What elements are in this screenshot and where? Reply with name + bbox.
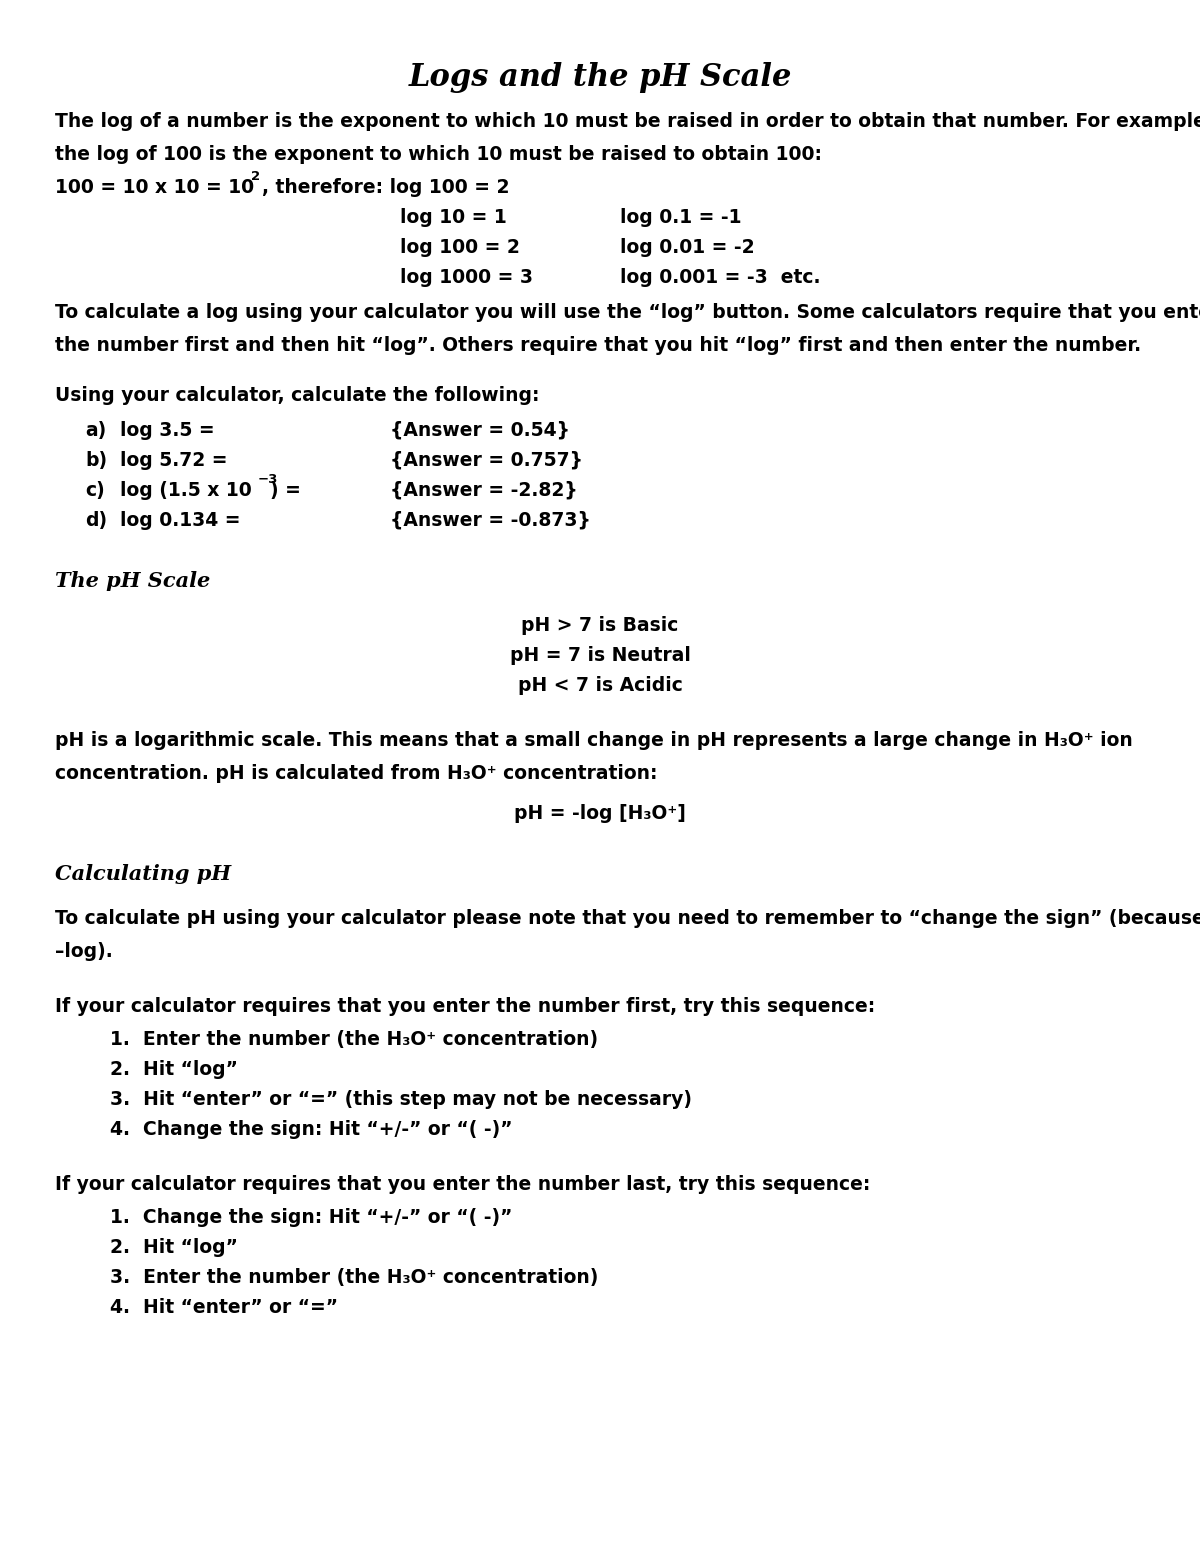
Text: The log of a number is the exponent to which 10 must be raised in order to obtai: The log of a number is the exponent to w… — [55, 112, 1200, 130]
Text: 100 = 10 x 10 = 10: 100 = 10 x 10 = 10 — [55, 179, 254, 197]
Text: Logs and the pH Scale: Logs and the pH Scale — [408, 62, 792, 93]
Text: –log).: –log). — [55, 943, 113, 961]
Text: d): d) — [85, 511, 107, 530]
Text: c): c) — [85, 481, 104, 500]
Text: concentration. pH is calculated from H₃O⁺ concentration:: concentration. pH is calculated from H₃O… — [55, 764, 658, 783]
Text: 1.  Enter the number (the H₃O⁺ concentration): 1. Enter the number (the H₃O⁺ concentrat… — [110, 1030, 598, 1048]
Text: a): a) — [85, 421, 107, 439]
Text: To calculate a log using your calculator you will use the “log” button. Some cal: To calculate a log using your calculator… — [55, 303, 1200, 321]
Text: Using your calculator, calculate the following:: Using your calculator, calculate the fol… — [55, 387, 540, 405]
Text: the number first and then hit “log”. Others require that you hit “log” first and: the number first and then hit “log”. Oth… — [55, 335, 1141, 356]
Text: 2: 2 — [251, 169, 260, 183]
Text: log 100 = 2: log 100 = 2 — [400, 238, 520, 256]
Text: the log of 100 is the exponent to which 10 must be raised to obtain 100:: the log of 100 is the exponent to which … — [55, 144, 822, 165]
Text: pH > 7 is Basic: pH > 7 is Basic — [521, 617, 679, 635]
Text: , therefore: log 100 = 2: , therefore: log 100 = 2 — [262, 179, 510, 197]
Text: log 3.5 =: log 3.5 = — [120, 421, 215, 439]
Text: {Answer = 0.757}: {Answer = 0.757} — [390, 450, 583, 471]
Text: If your calculator requires that you enter the number last, try this sequence:: If your calculator requires that you ent… — [55, 1176, 870, 1194]
Text: log 0.01 = -2: log 0.01 = -2 — [620, 238, 755, 256]
Text: Calculating pH: Calculating pH — [55, 863, 232, 884]
Text: 1.  Change the sign: Hit “+/-” or “( -)”: 1. Change the sign: Hit “+/-” or “( -)” — [110, 1208, 512, 1227]
Text: log 5.72 =: log 5.72 = — [120, 450, 228, 471]
Text: {Answer = -2.82}: {Answer = -2.82} — [390, 481, 577, 500]
Text: The pH Scale: The pH Scale — [55, 572, 210, 592]
Text: 4.  Change the sign: Hit “+/-” or “( -)”: 4. Change the sign: Hit “+/-” or “( -)” — [110, 1120, 512, 1138]
Text: pH < 7 is Acidic: pH < 7 is Acidic — [517, 676, 683, 696]
Text: log 0.134 =: log 0.134 = — [120, 511, 240, 530]
Text: log 0.001 = -3  etc.: log 0.001 = -3 etc. — [620, 269, 821, 287]
Text: pH = -log [H₃O⁺]: pH = -log [H₃O⁺] — [514, 804, 686, 823]
Text: 3.  Enter the number (the H₃O⁺ concentration): 3. Enter the number (the H₃O⁺ concentrat… — [110, 1267, 599, 1287]
Text: {Answer = -0.873}: {Answer = -0.873} — [390, 511, 590, 530]
Text: If your calculator requires that you enter the number first, try this sequence:: If your calculator requires that you ent… — [55, 997, 875, 1016]
Text: 3.  Hit “enter” or “=” (this step may not be necessary): 3. Hit “enter” or “=” (this step may not… — [110, 1090, 692, 1109]
Text: log 1000 = 3: log 1000 = 3 — [400, 269, 533, 287]
Text: To calculate pH using your calculator please note that you need to remember to “: To calculate pH using your calculator pl… — [55, 909, 1200, 929]
Text: 2.  Hit “log”: 2. Hit “log” — [110, 1238, 238, 1256]
Text: log 10 = 1: log 10 = 1 — [400, 208, 506, 227]
Text: 4.  Hit “enter” or “=”: 4. Hit “enter” or “=” — [110, 1298, 338, 1317]
Text: 2.  Hit “log”: 2. Hit “log” — [110, 1061, 238, 1079]
Text: log 0.1 = -1: log 0.1 = -1 — [620, 208, 742, 227]
Text: −3: −3 — [258, 474, 278, 486]
Text: log (1.5 x 10: log (1.5 x 10 — [120, 481, 252, 500]
Text: {Answer = 0.54}: {Answer = 0.54} — [390, 421, 570, 439]
Text: b): b) — [85, 450, 107, 471]
Text: pH = 7 is Neutral: pH = 7 is Neutral — [510, 646, 690, 665]
Text: ) =: ) = — [270, 481, 301, 500]
Text: pH is a logarithmic scale. This means that a small change in pH represents a lar: pH is a logarithmic scale. This means th… — [55, 731, 1133, 750]
